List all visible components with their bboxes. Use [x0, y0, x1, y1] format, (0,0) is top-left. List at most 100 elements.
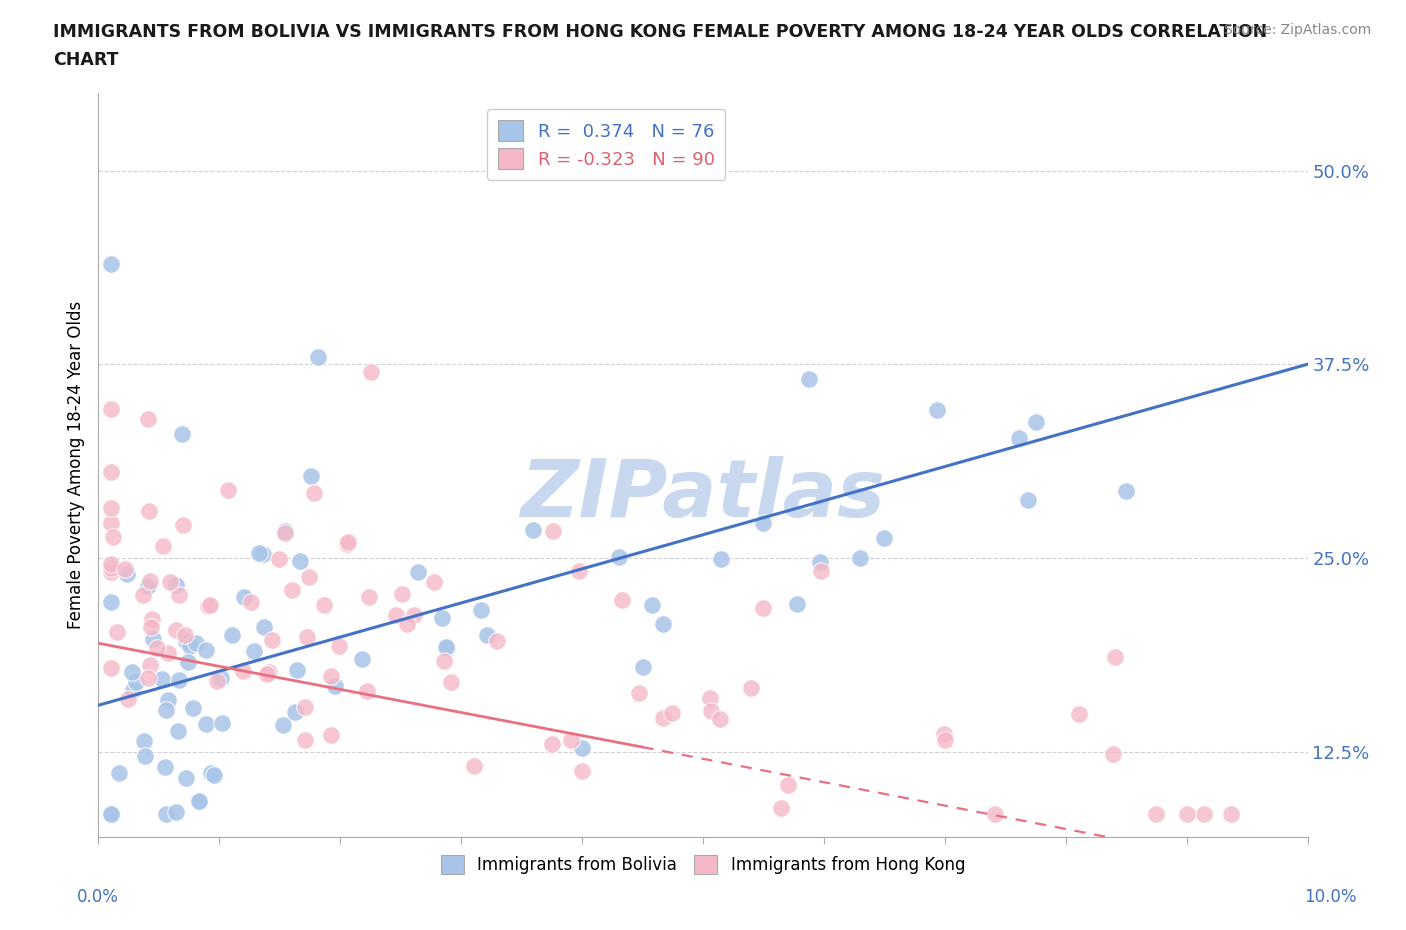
- Point: [122, 683, 145, 698]
- Point: [152, 538, 174, 553]
- Point: [314, 598, 336, 613]
- Point: [299, 469, 322, 484]
- Point: [1220, 806, 1243, 821]
- Text: ZIPatlas: ZIPatlas: [520, 456, 886, 534]
- Point: [778, 777, 800, 792]
- Point: [274, 524, 297, 538]
- Point: [336, 537, 359, 551]
- Point: [1144, 806, 1167, 821]
- Point: [433, 653, 456, 668]
- Point: [436, 641, 458, 656]
- Point: [121, 665, 143, 680]
- Point: [209, 671, 232, 686]
- Point: [873, 530, 896, 545]
- Point: [281, 583, 304, 598]
- Point: [402, 607, 425, 622]
- Point: [1102, 747, 1125, 762]
- Point: [150, 671, 173, 686]
- Point: [100, 500, 122, 515]
- Point: [253, 620, 276, 635]
- Point: [627, 685, 650, 700]
- Point: [436, 640, 458, 655]
- Point: [165, 578, 187, 592]
- Point: [100, 565, 122, 579]
- Point: [849, 551, 872, 565]
- Point: [197, 599, 219, 614]
- Point: [211, 715, 233, 730]
- Point: [167, 588, 190, 603]
- Point: [294, 700, 316, 715]
- Point: [205, 673, 228, 688]
- Point: [146, 640, 169, 655]
- Point: [155, 806, 177, 821]
- Point: [661, 706, 683, 721]
- Point: [100, 556, 122, 571]
- Point: [141, 619, 163, 634]
- Point: [100, 806, 122, 821]
- Point: [328, 639, 350, 654]
- Point: [810, 564, 832, 578]
- Point: [540, 736, 562, 751]
- Point: [1067, 707, 1090, 722]
- Point: [1192, 806, 1215, 821]
- Point: [243, 644, 266, 658]
- Point: [136, 671, 159, 685]
- Point: [108, 765, 131, 780]
- Point: [319, 669, 342, 684]
- Point: [233, 590, 256, 604]
- Point: [198, 597, 221, 612]
- Point: [396, 617, 419, 631]
- Point: [610, 592, 633, 607]
- Point: [100, 595, 122, 610]
- Point: [808, 554, 831, 569]
- Text: Source: ZipAtlas.com: Source: ZipAtlas.com: [1223, 23, 1371, 37]
- Point: [247, 545, 270, 560]
- Point: [543, 524, 565, 538]
- Point: [138, 574, 160, 589]
- Point: [174, 628, 197, 643]
- Point: [100, 516, 122, 531]
- Point: [100, 806, 122, 821]
- Point: [287, 663, 309, 678]
- Point: [240, 594, 263, 609]
- Point: [356, 684, 378, 698]
- Point: [165, 622, 187, 637]
- Point: [1175, 806, 1198, 821]
- Point: [422, 574, 444, 589]
- Point: [307, 349, 329, 364]
- Point: [141, 612, 163, 627]
- Point: [336, 535, 359, 550]
- Point: [360, 365, 382, 379]
- Point: [200, 765, 222, 780]
- Point: [568, 564, 591, 578]
- Point: [470, 602, 492, 617]
- Point: [486, 633, 509, 648]
- Point: [319, 727, 342, 742]
- Point: [117, 566, 139, 581]
- Point: [631, 659, 654, 674]
- Point: [172, 427, 194, 442]
- Point: [294, 733, 316, 748]
- Point: [100, 402, 122, 417]
- Point: [101, 530, 124, 545]
- Point: [440, 674, 463, 689]
- Point: [1115, 484, 1137, 498]
- Point: [167, 672, 190, 687]
- Point: [1017, 492, 1039, 507]
- Point: [132, 588, 155, 603]
- Point: [463, 759, 485, 774]
- Point: [125, 675, 148, 690]
- Point: [797, 372, 820, 387]
- Point: [155, 703, 177, 718]
- Point: [202, 767, 225, 782]
- Point: [114, 562, 136, 577]
- Point: [385, 608, 408, 623]
- Point: [1008, 431, 1031, 445]
- Point: [176, 655, 198, 670]
- Point: [391, 587, 413, 602]
- Point: [117, 692, 139, 707]
- Point: [188, 793, 211, 808]
- Point: [1104, 649, 1126, 664]
- Y-axis label: Female Poverty Among 18-24 Year Olds: Female Poverty Among 18-24 Year Olds: [66, 301, 84, 629]
- Point: [217, 483, 239, 498]
